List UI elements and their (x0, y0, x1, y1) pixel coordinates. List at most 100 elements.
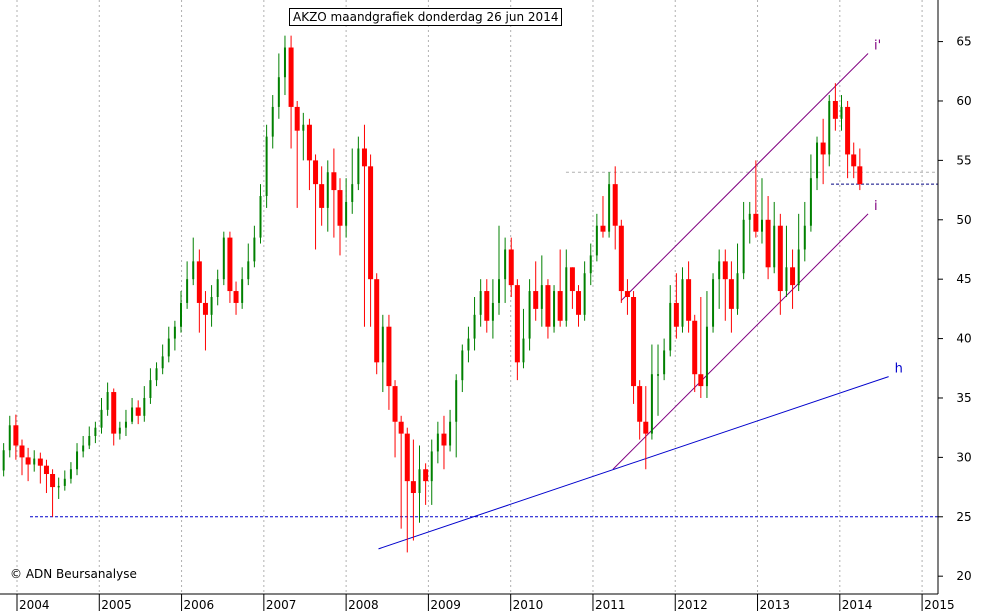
candle (612, 166, 618, 250)
candle-body (216, 279, 219, 297)
candle (241, 267, 244, 309)
candle (728, 261, 734, 333)
candle-body (361, 148, 367, 167)
candle (608, 172, 611, 238)
candle (337, 178, 343, 256)
candle (455, 374, 458, 458)
candle-body (673, 302, 679, 327)
candle-body (94, 427, 97, 436)
x-tick-label: 2004 (19, 598, 50, 611)
candle (851, 142, 857, 179)
candle (522, 308, 525, 369)
candle (820, 118, 826, 185)
candle-body (851, 154, 857, 167)
candle (13, 414, 19, 460)
candle (681, 267, 684, 333)
candle-body (765, 219, 771, 268)
candle (69, 462, 72, 484)
candle-body (418, 469, 421, 494)
candle-body (306, 124, 312, 161)
candle-body (820, 142, 826, 155)
candle (398, 415, 404, 529)
candle-body (392, 386, 398, 422)
candle (259, 184, 262, 244)
candle (753, 160, 759, 238)
candle (803, 201, 806, 262)
candle (186, 261, 189, 309)
candle-body (82, 445, 85, 452)
candle (196, 249, 202, 333)
candle (210, 285, 213, 327)
candle-body (302, 124, 305, 131)
candle (392, 380, 398, 458)
candle-body (643, 421, 649, 434)
candle-body (589, 255, 592, 274)
candle (173, 320, 176, 351)
candle (357, 136, 360, 191)
candle (785, 225, 788, 297)
candle (777, 213, 783, 315)
trend-line-i-prime (620, 53, 869, 301)
candle-body (565, 267, 568, 321)
candle (705, 291, 708, 398)
candle-body (88, 435, 91, 446)
trend-line-label: h (895, 362, 903, 377)
candle-body (449, 421, 452, 446)
candle (253, 225, 256, 268)
candle (135, 400, 141, 425)
candle (765, 196, 771, 280)
candle-body (650, 374, 653, 434)
candle (479, 279, 482, 327)
candle (686, 261, 692, 333)
candle (63, 470, 66, 491)
candle-body (728, 279, 734, 309)
candle-body (381, 326, 384, 363)
candle-body (777, 225, 783, 292)
y-tick-label: 30 (956, 450, 971, 464)
candle (722, 249, 728, 321)
candle-body (13, 425, 19, 446)
candle (202, 291, 208, 351)
candle-body (436, 433, 439, 452)
candle-body (8, 425, 11, 451)
candle-body (441, 433, 447, 446)
candle-body (498, 279, 501, 303)
candle-body (326, 172, 329, 208)
candle (265, 124, 268, 208)
candle (790, 249, 796, 309)
candle-body (106, 392, 109, 410)
candle (589, 243, 592, 286)
candle (663, 338, 666, 381)
candle (533, 261, 539, 321)
candle (718, 249, 721, 309)
candle (430, 439, 433, 505)
x-tick-label: 2005 (101, 598, 132, 611)
y-tick-label: 45 (956, 272, 971, 286)
candle-body (210, 297, 213, 315)
trend-line-h (378, 376, 889, 550)
candle-body (149, 380, 152, 398)
candle (381, 314, 384, 393)
candle-body (816, 142, 819, 179)
copyright-text: © ADN Beursanalyse (10, 567, 137, 581)
candle-body (790, 267, 796, 286)
candle (565, 249, 568, 327)
candle-body (337, 190, 343, 226)
candle (88, 426, 91, 450)
candle (180, 291, 183, 333)
candle-body (845, 106, 851, 155)
candle (306, 118, 312, 191)
candle (76, 443, 79, 476)
x-tick-label: 2006 (184, 598, 215, 611)
candle-body (241, 279, 244, 303)
candle-body (681, 279, 684, 327)
candle (418, 445, 421, 523)
candle (583, 261, 586, 321)
candle (326, 160, 329, 232)
candle (569, 267, 575, 309)
candle-body (351, 184, 354, 202)
candle (192, 237, 195, 286)
candle-body (686, 279, 692, 321)
candle-body (63, 478, 66, 486)
candle (149, 368, 152, 404)
